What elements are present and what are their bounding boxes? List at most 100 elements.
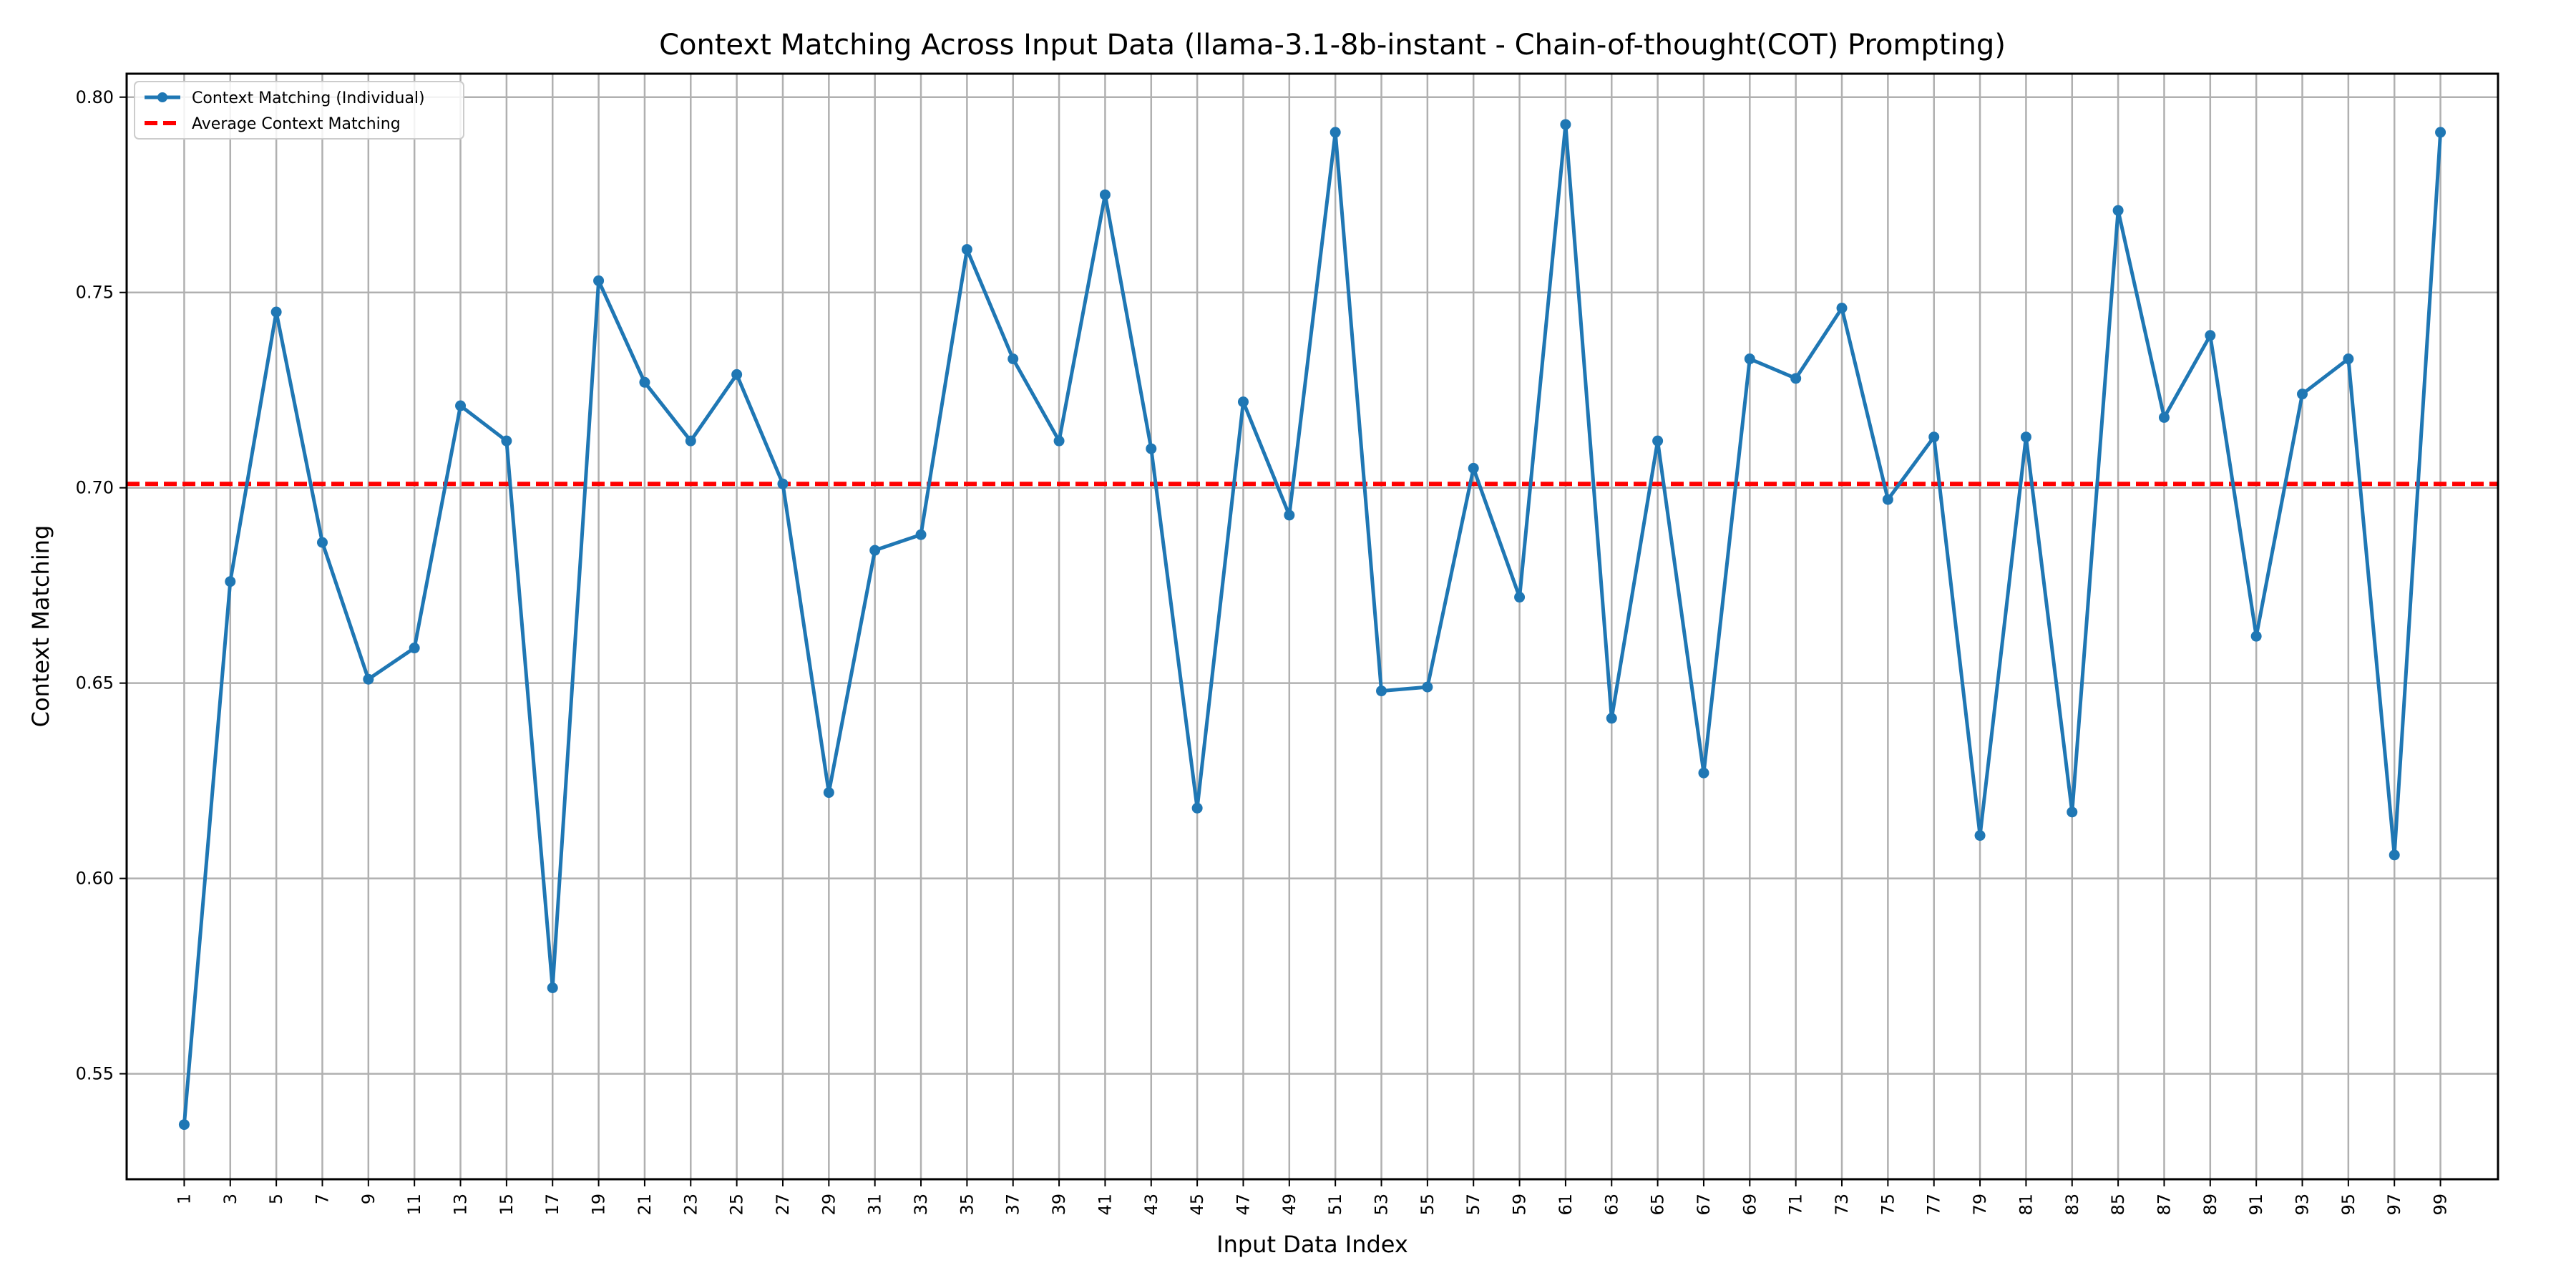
data-point: [225, 576, 236, 587]
y-tick-label: 0.70: [76, 478, 114, 498]
x-tick-label: 19: [589, 1194, 609, 1216]
x-tick-label: 75: [1878, 1194, 1898, 1216]
data-point: [593, 275, 605, 286]
x-tick-label: 31: [865, 1194, 885, 1216]
data-point: [1422, 681, 1433, 693]
x-tick-label: 99: [2431, 1194, 2451, 1216]
x-tick-label: 91: [2246, 1194, 2266, 1216]
data-point: [455, 400, 467, 411]
data-point: [1376, 686, 1387, 697]
data-point: [1606, 713, 1617, 724]
x-tick-label: 57: [1463, 1194, 1483, 1216]
x-tick-label: 29: [819, 1194, 839, 1216]
series-group: [178, 119, 2446, 1131]
grid-lines: [127, 74, 2498, 1179]
data-point: [1284, 509, 1295, 521]
data-point: [2389, 849, 2400, 861]
x-tick-label: 73: [1832, 1194, 1852, 1216]
data-point: [1652, 435, 1664, 447]
data-point: [2020, 431, 2031, 443]
x-tick-label: 3: [220, 1194, 240, 1204]
data-point: [639, 376, 650, 388]
data-point: [1790, 373, 1802, 384]
data-point: [2158, 411, 2170, 423]
data-point: [2067, 806, 2078, 818]
x-tick-label: 93: [2293, 1194, 2313, 1216]
x-tick-label: 17: [542, 1194, 562, 1216]
data-point: [685, 435, 696, 447]
data-point: [501, 435, 512, 447]
legend: Context Matching (Individual) Average Co…: [134, 81, 464, 140]
chart-title: Context Matching Across Input Data (llam…: [659, 29, 2006, 62]
x-tick-label: 81: [2016, 1194, 2036, 1216]
x-tick-label: 97: [2384, 1194, 2404, 1216]
legend-label-individual: Context Matching (Individual): [192, 89, 425, 107]
data-point: [1191, 802, 1203, 814]
y-tick-label: 0.75: [76, 283, 114, 303]
data-point: [1468, 462, 1479, 474]
data-point: [178, 1119, 190, 1131]
series-line: [182, 122, 2443, 1125]
legend-marker-individual: [157, 92, 167, 102]
x-tick-label: 7: [312, 1194, 332, 1204]
data-point: [2205, 330, 2216, 341]
y-tick-label: 0.65: [76, 673, 114, 693]
data-point: [270, 306, 282, 318]
data-point: [409, 643, 420, 654]
data-point: [1836, 303, 1848, 314]
plot-frame: [125, 72, 2499, 1181]
legend-label-average: Average Context Matching: [192, 115, 401, 133]
data-point: [1330, 127, 1341, 138]
x-tick-label: 23: [680, 1194, 701, 1216]
x-axis-label: Input Data Index: [1216, 1231, 1408, 1258]
data-point: [1744, 353, 1755, 365]
y-tick-label: 0.80: [76, 87, 114, 107]
x-tick-label: 77: [1924, 1194, 1944, 1216]
data-point: [363, 673, 374, 685]
x-tick-label: 65: [1648, 1194, 1668, 1216]
data-point: [1882, 494, 1893, 505]
x-tick-group: 1 3 5 7 9 11 13 15 17 19 21 23 25 27 29 31 33 35 37 39 41 43 4…: [174, 1179, 2451, 1216]
data-point: [731, 369, 743, 380]
x-tick-label: 83: [2062, 1194, 2082, 1216]
x-tick-label: 87: [2154, 1194, 2174, 1216]
x-tick-label: 5: [266, 1194, 286, 1204]
x-tick-label: 43: [1141, 1194, 1161, 1216]
x-tick-label: 95: [2338, 1194, 2358, 1216]
x-tick-label: 9: [358, 1194, 379, 1204]
legend-box: [134, 81, 464, 140]
x-tick-label: 51: [1325, 1194, 1345, 1216]
data-point: [2250, 630, 2262, 642]
y-tick-label: 0.55: [76, 1064, 114, 1084]
data-point: [1008, 353, 1019, 365]
y-axis-label: Context Matching: [27, 525, 54, 728]
x-tick-label: 63: [1601, 1194, 1621, 1216]
x-tick-label: 1: [174, 1194, 194, 1204]
x-tick-label: 53: [1372, 1194, 1392, 1216]
x-tick-label: 27: [773, 1194, 793, 1216]
x-tick-label: 79: [1970, 1194, 1990, 1216]
data-point: [547, 982, 558, 993]
x-tick-label: 21: [635, 1194, 655, 1216]
data-point: [1560, 119, 1571, 130]
x-tick-label: 71: [1786, 1194, 1806, 1216]
data-point: [915, 529, 927, 540]
data-point: [1237, 396, 1249, 408]
x-tick-label: 67: [1694, 1194, 1714, 1216]
data-point: [2343, 353, 2354, 365]
data-point: [1974, 830, 1986, 841]
x-tick-label: 59: [1510, 1194, 1530, 1216]
x-tick-label: 55: [1418, 1194, 1438, 1216]
data-point: [1053, 435, 1065, 447]
data-point: [777, 478, 789, 489]
data-point: [1146, 443, 1157, 454]
data-point: [1099, 189, 1111, 200]
x-tick-label: 45: [1187, 1194, 1207, 1216]
data-point: [2297, 389, 2308, 400]
data-point: [316, 537, 328, 548]
x-tick-label: 37: [1003, 1194, 1023, 1216]
data-point: [2112, 205, 2124, 216]
x-tick-label: 13: [451, 1194, 471, 1216]
x-tick-label: 15: [497, 1194, 517, 1216]
